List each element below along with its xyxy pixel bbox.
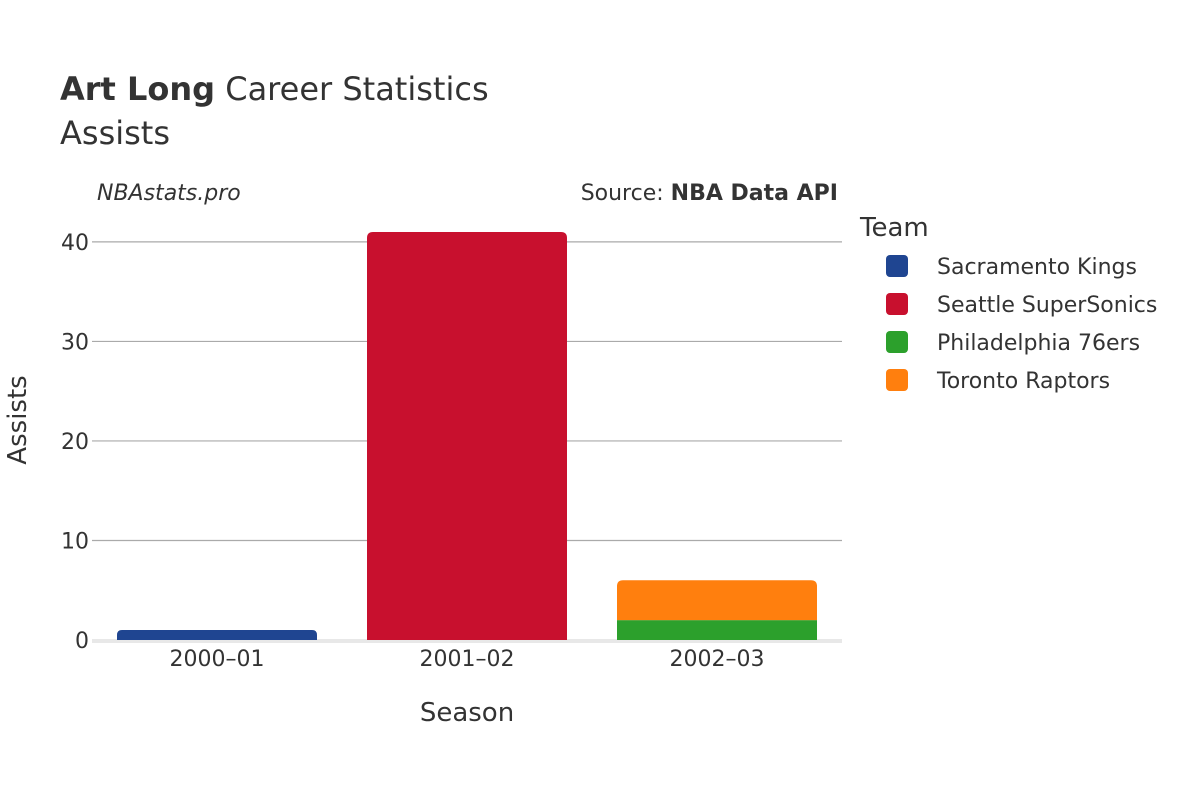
legend-label: Philadelphia 76ers xyxy=(937,331,1140,356)
legend-swatch xyxy=(886,331,908,353)
y-tick-label: 10 xyxy=(61,529,89,554)
bars xyxy=(117,231,817,640)
chart-subtitle: Assists xyxy=(60,114,170,152)
brand-label: NBAstats.pro xyxy=(97,181,241,206)
legend: Team Sacramento Kings Seattle SuperSonics… xyxy=(859,213,1157,394)
y-tick-label: 0 xyxy=(75,629,89,654)
legend-label: Sacramento Kings xyxy=(937,255,1137,280)
legend-swatch xyxy=(886,293,908,315)
x-tick-label: 2001–02 xyxy=(420,647,515,672)
legend-swatch xyxy=(886,255,908,277)
y-tick-label: 30 xyxy=(61,330,89,355)
x-axis-baseline xyxy=(92,639,842,643)
x-axis-label: Season xyxy=(420,698,514,728)
bar-segment xyxy=(117,630,317,640)
y-tick-label: 40 xyxy=(61,231,89,256)
y-axis-ticks: 0 10 20 30 40 xyxy=(61,231,89,654)
legend-label: Toronto Raptors xyxy=(936,369,1110,394)
x-axis-ticks: 2000–01 2001–02 2002–03 xyxy=(170,647,765,672)
bar-segment xyxy=(367,231,567,640)
chart-title: Art Long Career Statistics xyxy=(60,70,489,108)
legend-swatch xyxy=(886,369,908,391)
x-tick-label: 2002–03 xyxy=(670,647,765,672)
source-name: NBA Data API xyxy=(671,181,838,206)
legend-title: Team xyxy=(859,213,929,243)
y-axis-label: Assists xyxy=(3,375,33,464)
source-label: Source: NBA Data API xyxy=(581,181,838,206)
title-rest: Career Statistics xyxy=(225,70,488,108)
x-tick-label: 2000–01 xyxy=(170,647,265,672)
bar-segment xyxy=(617,580,817,621)
legend-label: Seattle SuperSonics xyxy=(937,293,1157,318)
bar-segment xyxy=(617,620,817,640)
source-prefix: Source: xyxy=(581,181,671,206)
y-tick-label: 20 xyxy=(61,430,89,455)
title-player-name: Art Long xyxy=(60,70,215,108)
